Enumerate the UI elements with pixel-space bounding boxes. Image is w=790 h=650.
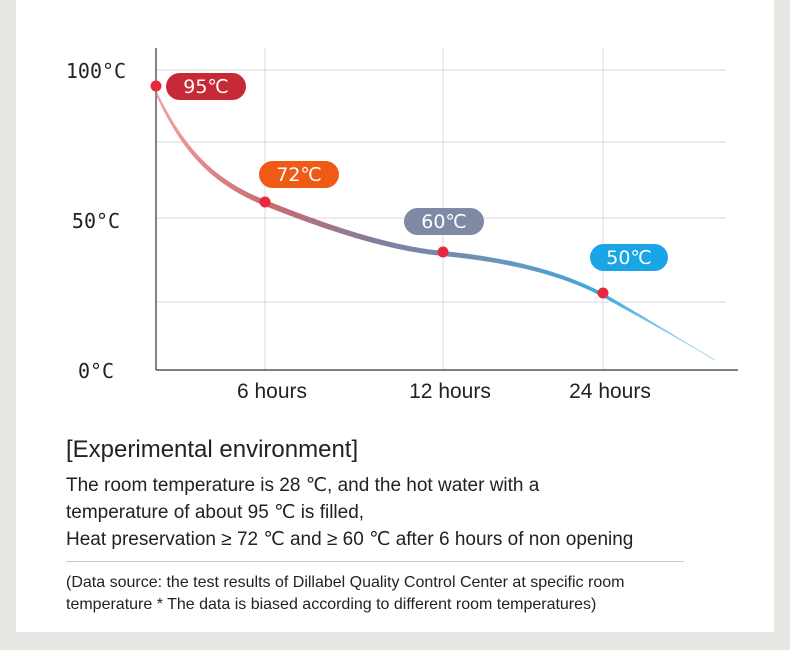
data-label-badge [166, 73, 246, 100]
x-tick-label: 12 hours [409, 380, 491, 403]
environment-line: temperature of about 95 ℃ is filled, [66, 502, 365, 523]
environment-title: [Experimental environment] [66, 436, 359, 463]
data-point [437, 246, 449, 258]
content-card [16, 0, 774, 632]
y-tick-label: 0°C [78, 359, 114, 383]
source-line: (Data source: the test results of Dillab… [66, 574, 625, 591]
source-line: temperature * The data is biased accordi… [66, 596, 597, 613]
data-point [150, 80, 162, 92]
data-point [259, 196, 271, 208]
data-label-badge [404, 208, 484, 235]
y-tick-label: 50°C [72, 209, 120, 233]
data-label: 72℃ [276, 164, 322, 186]
x-tick-label: 6 hours [237, 380, 307, 403]
y-tick-label: 100°C [66, 59, 126, 83]
divider [66, 561, 684, 562]
data-point [597, 287, 609, 299]
environment-line: The room temperature is 28 ℃, and the ho… [66, 475, 540, 496]
x-tick-label: 24 hours [569, 380, 651, 403]
data-label-badge [590, 244, 668, 271]
temperature-chart: 100°C 50°C 0°C 6 hours 12 hours 24 hours 95℃ 7… [66, 48, 738, 403]
data-label: 60℃ [421, 211, 467, 233]
environment-line: Heat preservation ≥ 72 ℃ and ≥ 60 ℃ afte… [66, 529, 634, 550]
data-label: 95℃ [183, 76, 229, 98]
data-source-note: (Data source: the test results of Dillab… [66, 572, 624, 616]
environment-description: The room temperature is 28 ℃, and the ho… [66, 472, 633, 553]
data-label: 50℃ [606, 247, 652, 269]
data-label-badge [259, 161, 339, 188]
